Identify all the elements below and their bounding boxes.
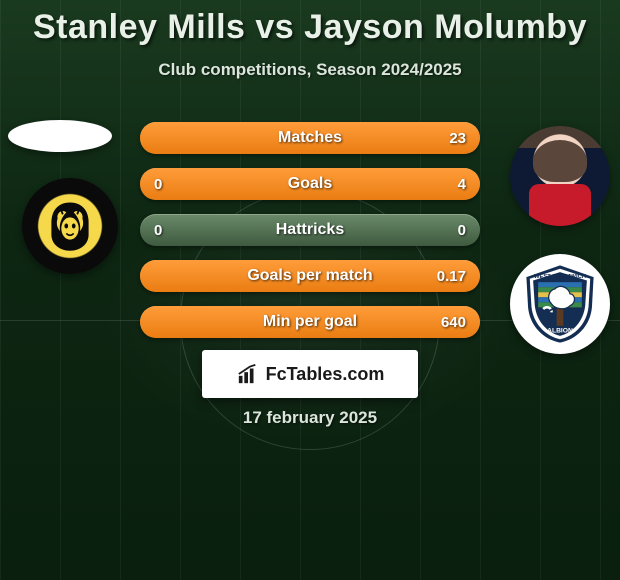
stat-row-gpm: Goals per match 0.17 (140, 260, 480, 292)
stat-row-goals: 0 Goals 4 (140, 168, 480, 200)
stat-left-value: 0 (154, 176, 184, 193)
club-left-badge (22, 178, 118, 274)
date-text: 17 february 2025 (0, 408, 620, 428)
stat-row-matches: Matches 23 (140, 122, 480, 154)
stat-label: Min per goal (263, 313, 357, 331)
stat-right-value: 4 (436, 176, 466, 193)
stats-container: Matches 23 0 Goals 4 0 Hattricks 0 Goals… (140, 122, 480, 352)
page-subtitle: Club competitions, Season 2024/2025 (0, 60, 620, 80)
player-right-avatar (510, 126, 610, 226)
brand-watermark: FcTables.com (202, 350, 418, 398)
stat-label: Matches (278, 129, 342, 147)
stat-label: Goals per match (247, 267, 372, 285)
stat-row-mpg: Min per goal 640 (140, 306, 480, 338)
svg-text:WEST BROMWICH: WEST BROMWICH (534, 274, 586, 280)
club-right-badge: WEST BROMWICH ALBION (510, 254, 610, 354)
svg-text:ALBION: ALBION (547, 328, 573, 335)
stat-row-hattricks: 0 Hattricks 0 (140, 214, 480, 246)
west-brom-icon: WEST BROMWICH ALBION (518, 262, 602, 346)
page-title: Stanley Mills vs Jayson Molumby (0, 8, 620, 47)
infographic-root: Stanley Mills vs Jayson Molumby Club com… (0, 0, 620, 580)
stat-right-value: 0.17 (436, 268, 466, 285)
oxford-united-icon (39, 195, 101, 257)
player-left-avatar (8, 120, 112, 152)
bar-chart-icon (236, 363, 260, 385)
brand-text: FcTables.com (266, 364, 385, 385)
stat-left-value: 0 (154, 222, 184, 239)
stat-label: Goals (288, 175, 332, 193)
stat-right-value: 23 (436, 130, 466, 147)
stat-label: Hattricks (276, 221, 344, 239)
stat-right-value: 0 (436, 222, 466, 239)
stat-right-value: 640 (436, 314, 466, 331)
